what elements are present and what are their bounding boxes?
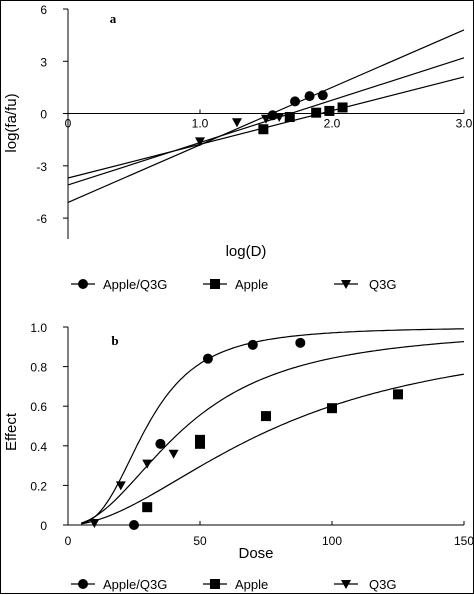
- panel-b-series-apple-q3g-point: [129, 520, 139, 530]
- panel-a-series-q3g-point: [261, 114, 271, 124]
- panel-b-legend-apple-q3g-marker: [78, 579, 88, 589]
- panel-b-x-tick-label: 50: [193, 534, 207, 548]
- panel-a-series-apple-point: [324, 105, 335, 116]
- panel-a-legend-apple-q3g-label: Apple/Q3G: [103, 277, 167, 292]
- panel-b-series-apple-q3g-point: [202, 353, 213, 364]
- panel-a-series-apple-q3g-point: [304, 91, 315, 102]
- panel-b-series-apple-q3g-point: [155, 438, 166, 449]
- panel-a-x-axis-label: log(D): [226, 243, 267, 260]
- panel-b-y-tick-label: 0.8: [30, 361, 47, 375]
- panel-a-legend-q3g-label: Q3G: [369, 277, 396, 292]
- panel-a-series-apple-q3g-point: [267, 110, 278, 121]
- panel-a-y-tick-label: 6: [40, 3, 47, 17]
- panel-a-y-tick-label: -6: [36, 212, 47, 226]
- panel-a-series-apple-point: [337, 102, 348, 113]
- panel-a-series-q3g-point: [195, 137, 205, 147]
- panel-b-y-tick-label: 0.4: [30, 440, 47, 454]
- panel-b-y-tick-label: 0: [40, 519, 47, 533]
- panel-b-series-q3g-point: [142, 459, 153, 469]
- panel-b-series-apple-q3g-point: [295, 337, 306, 348]
- panel-b-series-q3g-point: [115, 481, 126, 491]
- panel-a-y-tick-label: 0: [40, 108, 47, 122]
- panel-b-series-q3g-fit-curve: [81, 341, 465, 524]
- panel-b-legend-apple-marker: [210, 579, 220, 589]
- panel-b-x-tick-label: 100: [322, 534, 342, 548]
- panel-a-y-axis-label: log(fa/fu): [3, 93, 20, 152]
- panel-a-series-q3g-point: [231, 118, 242, 128]
- panel-b-y-tick-label: 1.0: [30, 321, 47, 335]
- panel-a-legend-q3g-marker: [341, 280, 351, 289]
- panel-a-x-tick-label: 0: [65, 117, 72, 131]
- panel-b-series-q3g-point: [168, 449, 179, 459]
- panel-a-series-apple-q3g-point: [290, 96, 301, 107]
- panel-b-series-apple-q3g-fit-curve: [81, 328, 465, 525]
- panel-b-series-apple-q3g-point: [247, 339, 258, 350]
- panel-b-y-axis-label: Effect: [3, 412, 20, 451]
- panel-a-panel-letter: a: [110, 11, 117, 26]
- panel-a-x-tick-label: 3.0: [456, 117, 473, 131]
- panel-b-series-apple-fit-curve: [81, 373, 465, 525]
- panel-a-x-tick-label: 1.0: [192, 117, 209, 131]
- panel-b-series-apple-point: [142, 502, 153, 513]
- panel-a-series-apple-point: [258, 124, 269, 135]
- panel-b-x-axis-label: Dose: [238, 545, 273, 562]
- panel-a-series-apple-point: [284, 112, 295, 123]
- panel-b-legend-q3g-label: Q3G: [369, 577, 396, 592]
- panel-b-x-tick-label: 0: [65, 534, 72, 548]
- panel-b-series-apple-point: [261, 411, 271, 422]
- panel-b-legend-apple-label: Apple: [235, 577, 268, 592]
- panel-b-legend-q3g-marker: [341, 580, 351, 589]
- panel-b-panel-letter: b: [111, 333, 118, 348]
- panel-b-series-apple-point: [393, 389, 403, 400]
- panel-a-series-apple-q3g-point: [317, 90, 328, 101]
- panel-b-series-q3g-point: [89, 519, 100, 529]
- panel-a-legend-apple-label: Apple: [235, 277, 268, 292]
- panel-a-series-q3g-point: [274, 113, 285, 123]
- panel-a-y-tick-label: -3: [36, 160, 47, 174]
- panel-a-x-tick-label: 2.0: [324, 117, 341, 131]
- panel-b-y-tick-label: 0.2: [30, 479, 47, 493]
- panel-a-series-apple-point: [311, 107, 322, 118]
- panel-b-x-tick-label: 150: [454, 534, 474, 548]
- panel-a-legend-apple-q3g-marker: [78, 279, 88, 289]
- panel-a-legend-apple-marker: [210, 279, 220, 289]
- panel-b-series-apple-point: [327, 403, 337, 414]
- panel-b-legend-apple-q3g-label: Apple/Q3G: [103, 577, 167, 592]
- panel-b-y-tick-label: 0.6: [30, 400, 47, 414]
- panel-a-y-tick-label: 3: [40, 55, 47, 69]
- panel-b-series-apple-point: [195, 434, 205, 445]
